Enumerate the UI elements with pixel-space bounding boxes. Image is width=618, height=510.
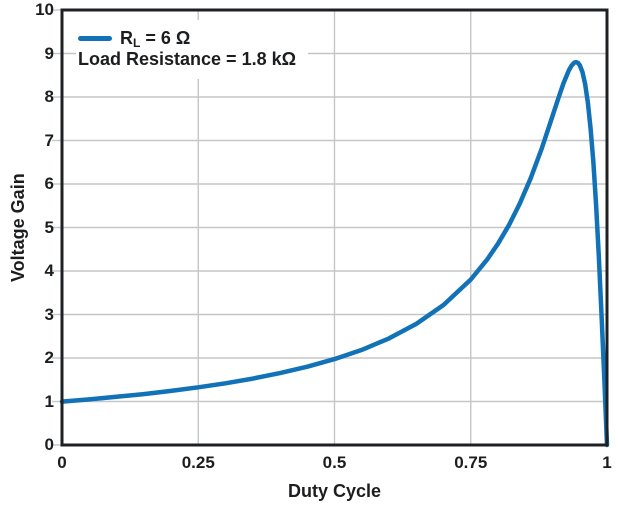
x-tick-label: 0: [57, 453, 67, 472]
y-tick-label: 0: [44, 435, 54, 454]
plot-frame: [60, 8, 609, 447]
y-tick-label: 5: [44, 217, 54, 237]
x-tick-label: 1: [602, 453, 612, 472]
legend-entry: RL = 6 Ω: [78, 27, 296, 49]
legend-series-label: RL = 6 Ω: [120, 27, 191, 50]
series-line-swatch: [78, 35, 112, 41]
x-tick-label: 0.25: [181, 453, 215, 472]
y-tick-label: 8: [44, 87, 54, 106]
gain-curve: [59, 59, 610, 448]
y-tick-label: 9: [44, 43, 54, 63]
y-tick-label: 3: [44, 304, 54, 324]
y-tick-label: 7: [44, 130, 54, 150]
y-tick-label: 1: [44, 391, 54, 411]
y-tick-label: 4: [44, 261, 54, 280]
x-tick-label: 0.5: [322, 453, 347, 472]
y-tick-label: 2: [44, 348, 54, 367]
y-tick-label: 6: [44, 174, 54, 193]
y-tick-label: 10: [35, 0, 54, 19]
x-tick-label: 0.75: [454, 453, 488, 472]
x-axis-title: Duty Cycle: [287, 481, 382, 501]
legend: RL = 6 Ω Load Resistance = 1.8 kΩ: [76, 20, 309, 79]
legend-note-label: Load Resistance = 1.8 kΩ: [78, 49, 297, 69]
